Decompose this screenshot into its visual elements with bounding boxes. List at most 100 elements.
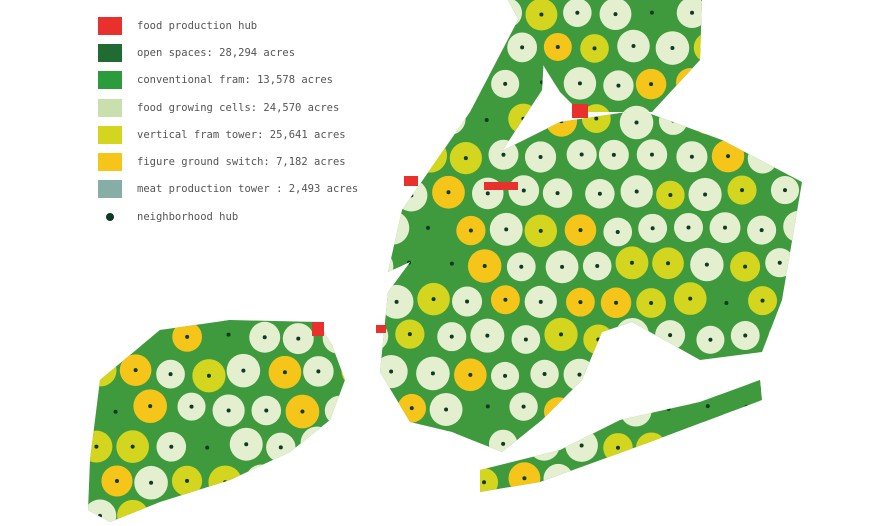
legend-swatch [98, 98, 122, 117]
growing-cell [341, 282, 375, 315]
growing-cell [159, 284, 189, 314]
neighborhood-hub [541, 517, 546, 522]
neighborhood-hub [485, 191, 490, 196]
neighborhood-hub [743, 333, 748, 338]
neighborhood-hub [595, 264, 600, 269]
neighborhood-hub [185, 265, 190, 270]
growing-cell [673, 430, 705, 462]
growing-cell [651, 392, 686, 426]
neighborhood-hub [611, 152, 616, 157]
neighborhood-hub [390, 445, 395, 450]
neighborhood-hub [556, 476, 561, 481]
growing-cell [395, 32, 424, 61]
neighborhood-hub [391, 85, 396, 90]
growing-cell [196, 501, 227, 522]
growing-cell [192, 288, 221, 318]
neighborhood-hub [371, 334, 376, 339]
neighborhood-hub [629, 260, 634, 265]
growing-cell [603, 503, 632, 522]
neighborhood-hub [444, 407, 449, 412]
neighborhood-hub [782, 188, 787, 193]
neighborhood-hub [763, 13, 768, 18]
neighborhood-hub [317, 300, 322, 305]
neighborhood-hub [299, 478, 304, 483]
growing-cell [323, 251, 356, 284]
neighborhood-hub [336, 336, 341, 341]
neighborhood-hub [705, 117, 710, 122]
growing-cell [765, 30, 797, 62]
neighborhood-hub [135, 298, 140, 303]
growing-cell [414, 427, 446, 459]
growing-cell [767, 467, 798, 499]
neighborhood-hub [579, 152, 584, 157]
growing-cell [451, 500, 481, 522]
growing-cell [508, 103, 539, 134]
neighborhood-hub [740, 188, 745, 193]
neighborhood-hub [686, 516, 691, 521]
neighborhood-hub [705, 404, 710, 409]
neighborhood-hub [465, 8, 470, 13]
neighborhood-hub [614, 300, 619, 305]
neighborhood-hub [394, 299, 399, 304]
legend-label: vertical fram tower: 25,641 acres [137, 128, 346, 141]
neighborhood-hub [577, 372, 582, 377]
neighborhood-hub [703, 192, 708, 197]
neighborhood-hub [616, 83, 621, 88]
neighborhood-hub [317, 513, 322, 518]
growing-cell [748, 0, 783, 33]
neighborhood-hub [650, 226, 655, 231]
growing-cell [359, 105, 389, 135]
neighborhood-hub [153, 262, 158, 267]
neighborhood-hub [278, 445, 283, 450]
neighborhood-hub [520, 45, 525, 50]
neighborhood-hub [559, 119, 564, 124]
growing-cell [709, 359, 739, 389]
neighborhood-hub [780, 481, 785, 486]
neighborhood-hub [538, 228, 543, 233]
growing-cell [140, 248, 172, 280]
neighborhood-hub [579, 443, 584, 448]
growing-cell [451, 71, 481, 101]
neighborhood-hub [468, 372, 473, 377]
growing-cell [527, 503, 560, 522]
growing-cell [452, 428, 482, 458]
neighborhood-hub [723, 82, 728, 87]
growing-cell [436, 36, 466, 66]
neighborhood-hub [556, 409, 561, 414]
growing-cell [377, 432, 407, 462]
neighborhood-hub [596, 337, 601, 342]
neighborhood-hub [172, 513, 177, 518]
neighborhood-hub [722, 372, 727, 377]
neighborhood-hub [242, 512, 247, 517]
growing-cell [544, 397, 573, 427]
growing-cell [783, 283, 802, 318]
neighborhood-hub [390, 155, 395, 160]
neighborhood-hub [668, 333, 673, 338]
neighborhood-hub [759, 441, 764, 446]
neighborhood-hub [632, 481, 637, 486]
neighborhood-hub [390, 225, 395, 230]
neighborhood-hub [801, 12, 802, 17]
neighborhood-hub [704, 262, 709, 267]
neighborhood-hub [706, 45, 711, 50]
legend-item: food production hub [98, 12, 358, 39]
growing-cell [635, 432, 667, 464]
neighborhood-hub [223, 480, 228, 485]
neighborhood-hub [337, 408, 342, 413]
neighborhood-hub [760, 156, 765, 161]
food-production-hub [312, 322, 324, 336]
growing-cell [88, 354, 117, 387]
neighborhood-hub [283, 297, 288, 302]
growing-cell [230, 500, 259, 522]
growing-cell [764, 395, 797, 428]
neighborhood-hub [485, 404, 490, 409]
neighborhood-hub [796, 440, 801, 445]
growing-cell [783, 140, 802, 174]
neighborhood-hub [296, 336, 301, 341]
neighborhood-hub [427, 8, 432, 13]
growing-cell [658, 106, 688, 135]
neighborhood-hub [375, 264, 380, 269]
growing-cell [787, 355, 802, 388]
growing-cell [713, 429, 745, 461]
growing-cell [674, 360, 704, 389]
